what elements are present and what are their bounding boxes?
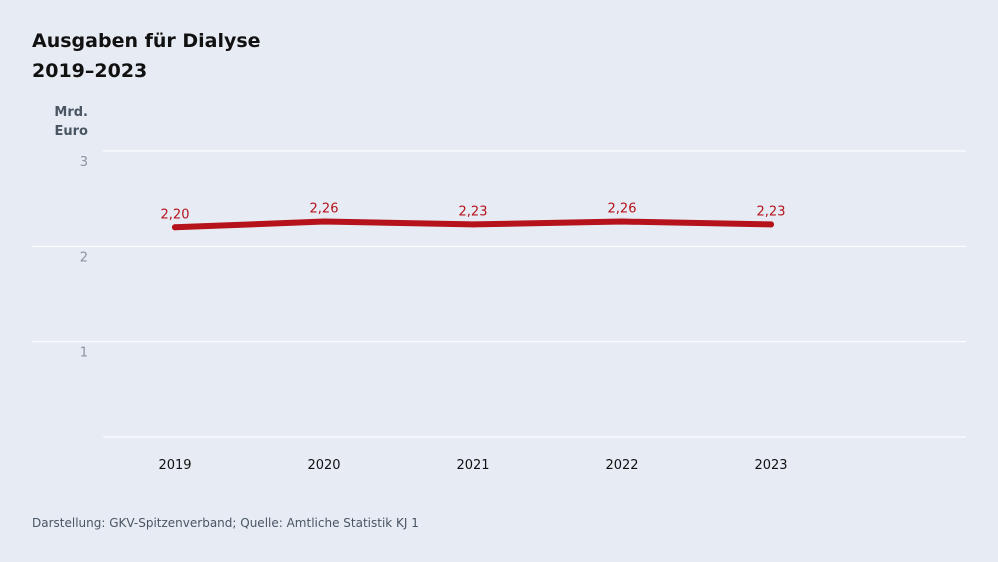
data-labels: 2,20 2,26 2,23 2,26 2,23 — [161, 202, 786, 223]
data-point-2021 — [470, 221, 476, 227]
data-point-2023 — [768, 221, 774, 227]
x-tick-label-2021: 2021 — [456, 458, 489, 473]
x-axis-ticks: 2019 2020 2021 2022 2023 — [158, 458, 787, 473]
gridlines — [32, 151, 966, 437]
data-label-2023: 2,23 — [757, 204, 786, 219]
x-tick-label-2020: 2020 — [307, 458, 340, 473]
data-label-2020: 2,26 — [310, 202, 339, 217]
source-note: Darstellung: GKV-Spitzenverband; Quelle:… — [32, 516, 419, 530]
y-axis-ticks: 1 2 3 — [80, 155, 88, 361]
data-label-2019: 2,20 — [161, 207, 190, 222]
x-tick-label-2023: 2023 — [754, 458, 787, 473]
data-point-2020 — [321, 219, 327, 225]
y-tick-label-3: 3 — [80, 155, 88, 170]
data-label-2021: 2,23 — [459, 204, 488, 219]
data-point-2022 — [619, 219, 625, 225]
x-tick-label-2022: 2022 — [605, 458, 638, 473]
y-tick-label-2: 2 — [80, 250, 88, 265]
y-tick-label-1: 1 — [80, 346, 88, 361]
data-series — [172, 219, 774, 231]
data-point-2019 — [172, 224, 178, 230]
x-tick-label-2019: 2019 — [158, 458, 191, 473]
data-label-2022: 2,26 — [608, 202, 637, 217]
